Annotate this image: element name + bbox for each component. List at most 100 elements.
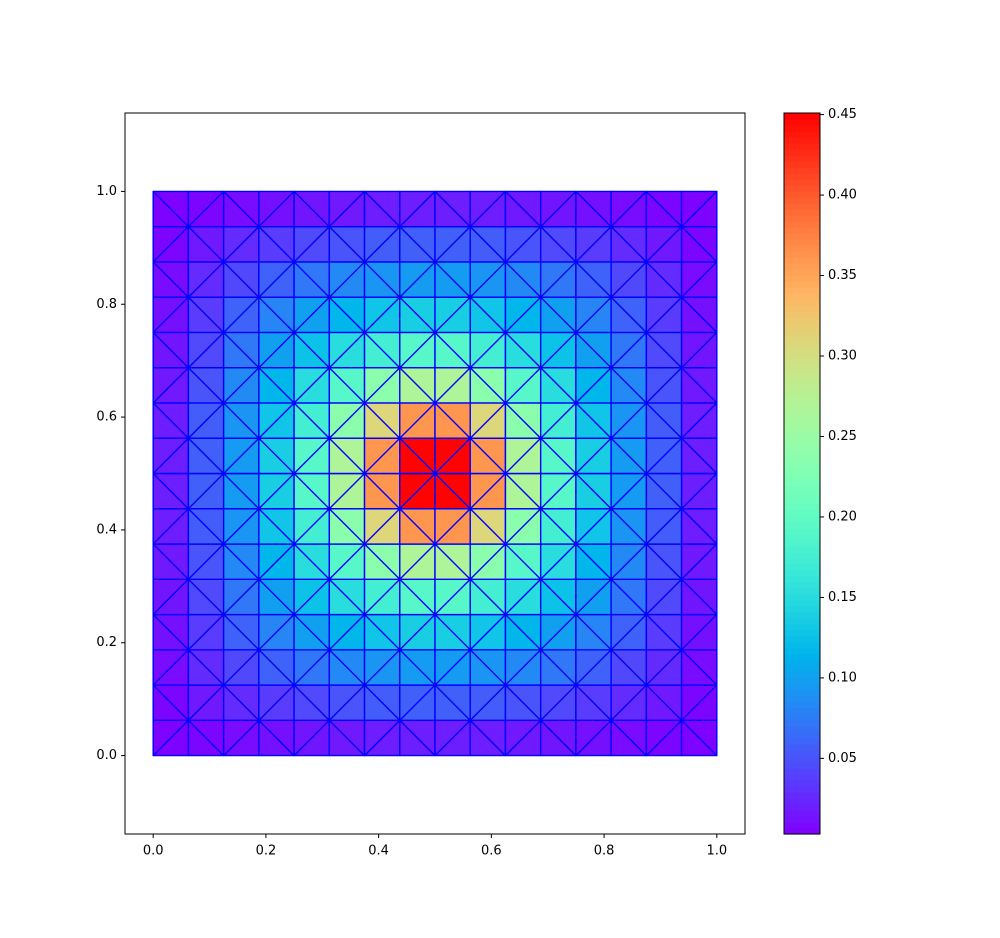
mesh-edge [293,719,330,757]
y-tick-label: 0.0 [96,748,117,763]
colorbar-swatch [784,215,820,222]
mesh-edge [504,261,542,298]
colorbar-swatch [784,119,820,126]
x-tick-label: 1.0 [706,844,727,859]
colorbar-swatch [784,515,820,523]
mesh-edge [540,190,577,228]
mesh-edge [610,367,647,404]
colorbar-swatch [784,137,820,144]
mesh-edge [187,190,225,228]
colorbar-swatch [784,761,820,769]
mesh-edge [469,367,506,404]
mesh-edge [645,437,683,474]
mesh-edge [152,437,189,474]
colorbar-swatch [784,347,820,354]
mesh-edge [364,578,401,616]
colorbar-swatch [784,293,820,300]
mesh-edge [293,543,330,580]
colorbar-swatch [784,149,820,156]
colorbar-swatch [784,335,820,342]
colorbar-swatch [784,287,820,294]
colorbar-swatch [784,353,820,360]
mesh-edge [681,543,718,580]
mesh-edge [681,296,718,333]
colorbar-swatch [784,641,820,649]
mesh-edge [575,543,612,580]
colorbar-tick-label: 0.35 [828,268,857,283]
mesh-edge [504,473,542,510]
mesh-edge [293,331,330,369]
mesh-edge [434,367,471,404]
colorbar-swatch [784,701,820,709]
mesh-edge [187,331,225,369]
colorbar-swatch [784,257,820,264]
colorbar-swatch [784,653,820,661]
mesh-edge [328,473,366,510]
colorbar-swatch [784,371,820,378]
mesh-edge [258,473,295,510]
mesh-edge [504,508,542,545]
mesh-edge [504,684,542,721]
colorbar-swatch [784,623,820,631]
mesh-edge [681,190,718,228]
colorbar-swatch [784,419,820,427]
mesh-edge [258,578,295,616]
colorbar-swatch [784,449,820,457]
mesh-edge [223,684,260,721]
mesh-edge [152,190,189,228]
colorbar-tick-label: 0.30 [828,349,857,364]
mesh-edge [645,261,683,298]
colorbar-swatch [784,305,820,312]
colorbar-swatch [784,599,820,607]
mesh-edge [152,226,189,263]
colorbar-tick-label: 0.45 [828,107,857,122]
mesh-edge [610,508,647,545]
colorbar-swatch [784,521,820,529]
mesh-edge [645,367,683,404]
colorbar-swatch [784,125,820,132]
colorbar-swatch [784,647,820,655]
colorbar-swatch [784,755,820,763]
mesh-edge [645,543,683,580]
mesh-edge [434,614,471,651]
colorbar-swatch [784,473,820,481]
colorbar-swatch [784,455,820,463]
mesh-edge [645,578,683,616]
mesh-edge [504,649,542,686]
mesh-edge [152,402,189,439]
mesh [152,190,718,757]
colorbar-swatch [784,749,820,757]
colorbar-swatch [784,713,820,721]
colorbar-swatch [784,485,820,493]
mesh-edge [469,331,506,369]
colorbar-swatch [784,815,820,823]
mesh-edge [187,473,225,510]
colorbar-swatch [784,179,820,186]
mesh-edge [504,543,542,580]
mesh-edge [610,473,647,510]
mesh-edge [681,437,718,474]
mesh-edge [575,296,612,333]
colorbar-swatch [784,113,820,120]
colorbar-swatch [784,659,820,667]
mesh-edge [258,684,295,721]
mesh-edge [504,437,542,474]
mesh-edge [399,614,436,651]
colorbar-swatch [784,173,820,180]
mesh-edge [610,684,647,721]
mesh-edge [364,614,401,651]
mesh-edge [328,437,366,474]
mesh-edge [645,614,683,651]
mesh-edge [187,684,225,721]
colorbar-swatch [784,467,820,475]
mesh-edge [469,614,506,651]
mesh-edge [504,367,542,404]
mesh-edge [293,614,330,651]
mesh-edge [399,331,436,369]
mesh-edge [293,190,330,228]
mesh-edge [364,543,401,580]
colorbar-swatch [784,251,820,258]
colorbar-swatch [784,155,820,162]
mesh-edge [540,331,577,369]
mesh-edge [364,226,401,263]
